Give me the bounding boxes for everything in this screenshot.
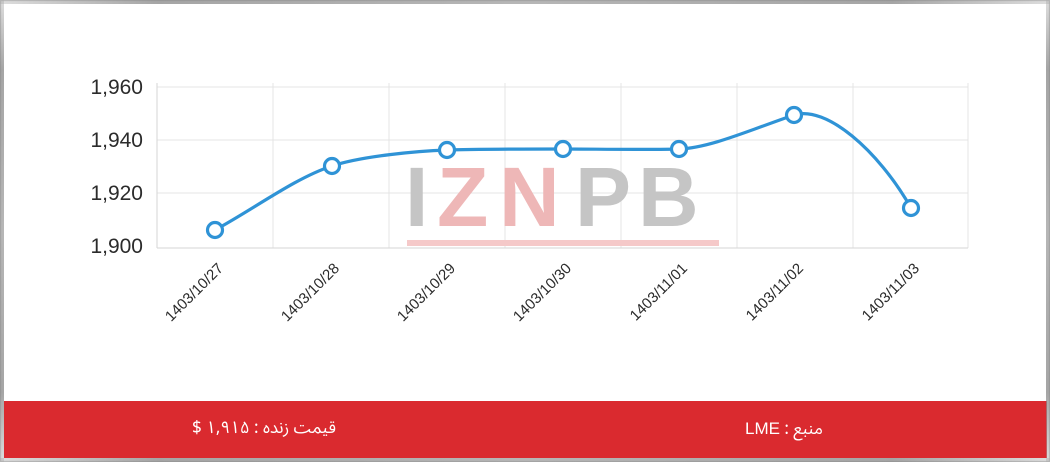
svg-text:Z: Z bbox=[437, 150, 486, 244]
svg-text:I: I bbox=[405, 150, 425, 244]
svg-text:N: N bbox=[499, 150, 557, 244]
svg-text:B: B bbox=[638, 150, 696, 244]
svg-text:P: P bbox=[575, 150, 629, 244]
